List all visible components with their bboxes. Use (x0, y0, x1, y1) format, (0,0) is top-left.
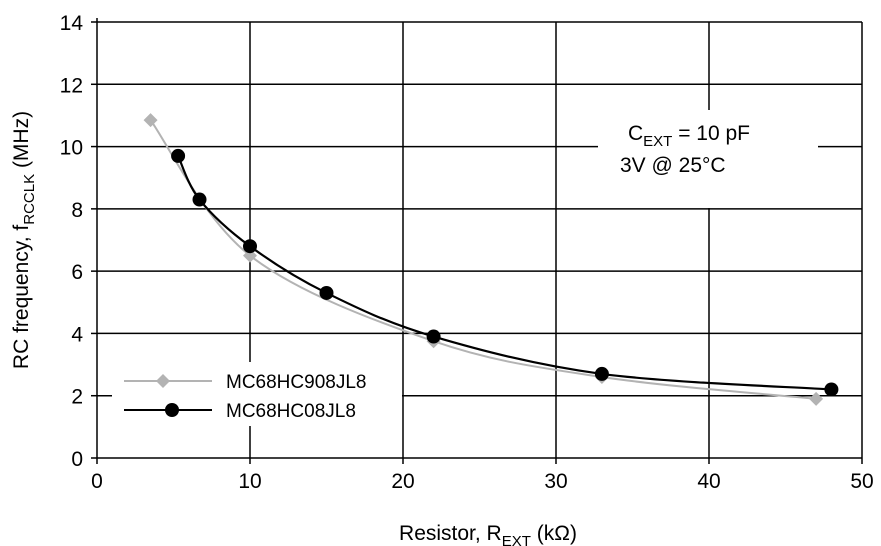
annotation-background (598, 110, 818, 208)
y-tick-label: 14 (60, 12, 84, 35)
legend-circle-marker (165, 403, 179, 417)
y-tick-label: 10 (60, 137, 83, 160)
series-curve-mc68hc08jl8 (177, 155, 832, 391)
data-point-circle (171, 148, 186, 163)
data-point-circle (594, 366, 609, 381)
x-tick-label: 50 (850, 470, 873, 493)
annotation-line-2: 3V @ 25°C (620, 154, 726, 177)
y-tick-label: 8 (71, 199, 83, 222)
data-point-circle (824, 382, 839, 397)
data-point-circle (319, 285, 334, 300)
x-tick-label: 30 (544, 470, 567, 493)
x-axis-title: Resistor, REXT (kΩ) (399, 522, 577, 546)
y-tick-label: 2 (71, 386, 83, 409)
legend-label-mc68hc908jl8: MC68HC908JL8 (226, 372, 366, 393)
data-point-circle (192, 192, 207, 207)
data-point-circle (426, 329, 441, 344)
y-axis-title: RC frequency, fRCCLK (MHz) (10, 111, 38, 369)
y-tick-label: 4 (71, 323, 83, 346)
legend: MC68HC908JL8 MC68HC08JL8 (112, 362, 402, 426)
data-point-diamond (809, 391, 824, 406)
x-tick-label: 20 (391, 470, 414, 493)
legend-diamond-marker (156, 374, 170, 388)
y-tick-label: 12 (60, 74, 83, 97)
y-tick-label: 0 (71, 448, 83, 471)
x-tick-label: 0 (91, 470, 103, 493)
data-points (143, 113, 839, 406)
legend-background (112, 362, 402, 426)
data-point-circle (243, 239, 257, 254)
x-tick-label: 10 (238, 470, 261, 493)
annotation-line-1: CEXT = 10 pF (628, 122, 750, 150)
y-tick-labels: 0 2 4 6 8 10 12 14 (60, 12, 84, 471)
legend-entry-mc68hc908jl8: MC68HC908JL8 (124, 372, 366, 393)
annotation-box: CEXT = 10 pF 3V @ 25°C (598, 110, 818, 208)
x-tick-labels: 0 10 20 30 40 50 (91, 470, 874, 493)
legend-entry-mc68hc08jl8: MC68HC08JL8 (124, 401, 356, 422)
data-point-diamond (143, 113, 158, 128)
axes (91, 18, 863, 464)
x-tick-label: 40 (697, 470, 720, 493)
y-tick-label: 6 (71, 261, 83, 284)
legend-label-mc68hc08jl8: MC68HC08JL8 (226, 401, 356, 422)
